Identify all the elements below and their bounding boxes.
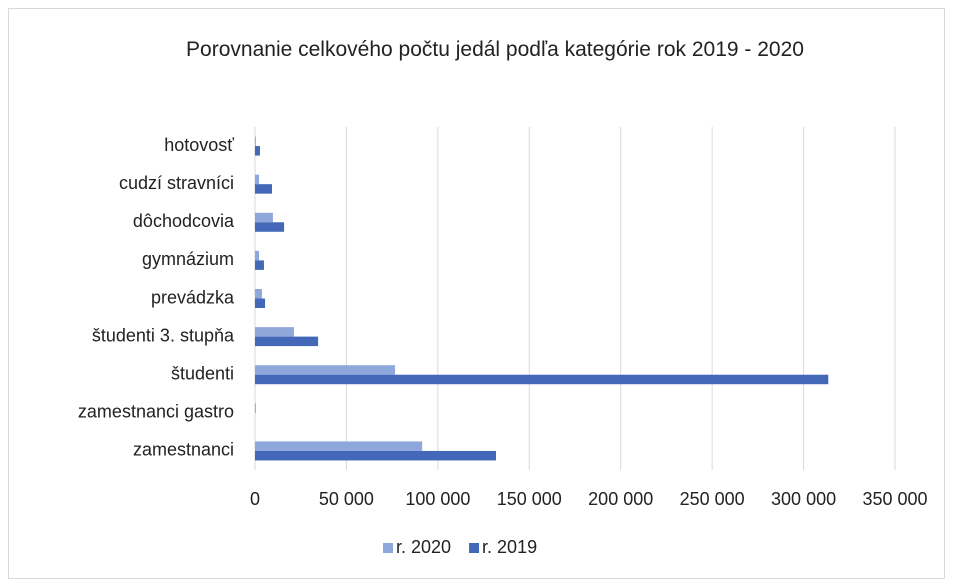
bar (255, 250, 260, 261)
x-tick-label: 0 (250, 489, 260, 509)
y-tick-label: študenti (171, 363, 234, 383)
x-tick-label: 200 000 (588, 489, 653, 509)
legend-label: r. 2019 (482, 537, 537, 557)
bar (255, 336, 319, 347)
bar (255, 403, 256, 413)
x-tick-label: 300 000 (771, 489, 836, 509)
y-tick-label: zamestnanci (133, 440, 234, 460)
bar (255, 260, 264, 270)
x-tick-label: 350 000 (862, 489, 927, 509)
x-tick-label: 150 000 (497, 489, 562, 509)
bar (255, 365, 396, 375)
legend-label: r. 2020 (396, 537, 451, 557)
y-tick-label: gymnázium (142, 249, 234, 269)
bar (255, 298, 266, 308)
bar (255, 212, 273, 223)
legend-swatch (383, 543, 393, 553)
y-tick-label: dôchodcovia (133, 211, 235, 231)
y-tick-label: prevádzka (151, 287, 235, 307)
chart-title: Porovnanie celkového počtu jedál podľa k… (186, 38, 804, 61)
bar (255, 289, 262, 299)
bar (255, 184, 273, 194)
y-tick-label: cudzí stravníci (119, 173, 234, 193)
y-tick-label: hotovosť (164, 135, 234, 155)
x-tick-label: 50 000 (319, 489, 374, 509)
bar (255, 374, 829, 385)
bar (255, 327, 294, 337)
bar (255, 174, 260, 185)
bar (255, 441, 423, 451)
x-tick-label: 100 000 (405, 489, 470, 509)
bar (255, 450, 497, 461)
y-tick-label: zamestnanci gastro (78, 402, 234, 422)
bar (255, 146, 260, 156)
y-tick-label: študenti 3. stupňa (92, 325, 235, 345)
legend-swatch (469, 543, 480, 553)
bar (255, 222, 285, 232)
bar (255, 136, 256, 147)
x-tick-label: 250 000 (680, 489, 745, 509)
